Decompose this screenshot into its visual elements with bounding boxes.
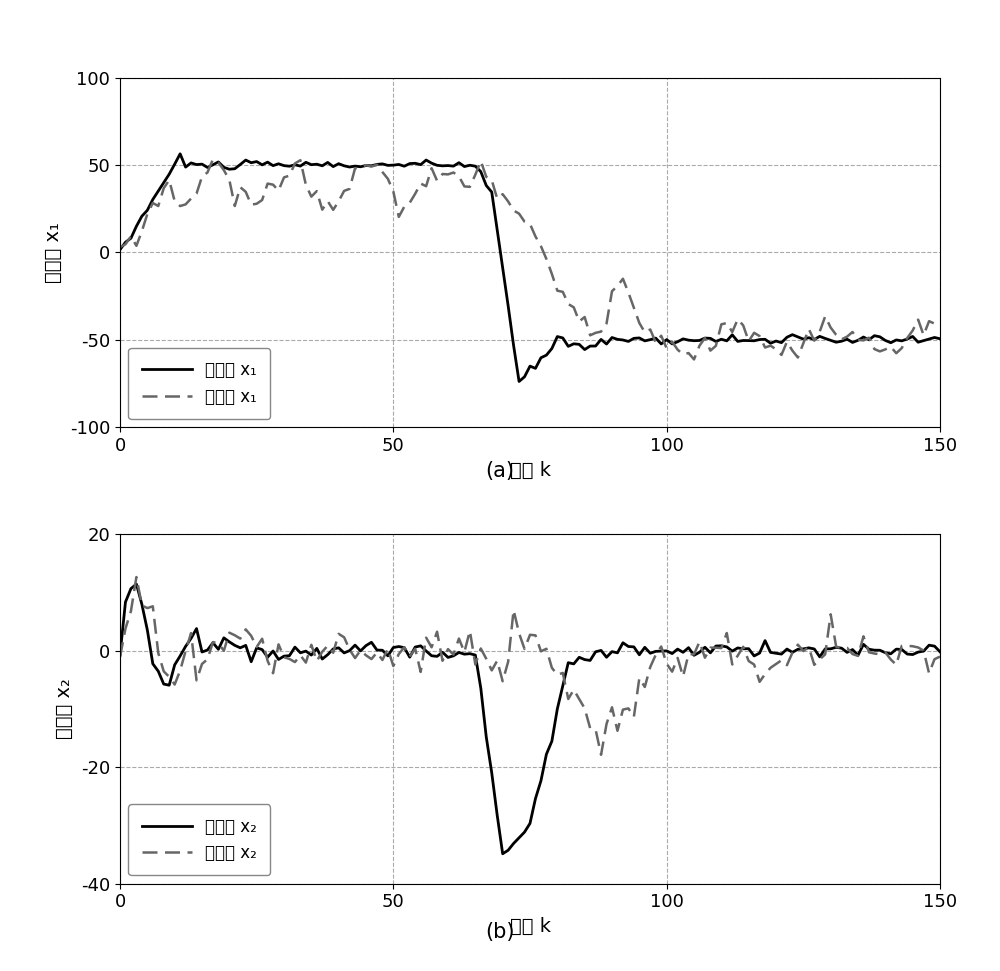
真实值 x₂ [644, 648, 656, 659]
真实值 x₂ [409, 641, 421, 653]
真实值 x₂ [130, 579, 142, 590]
真实值 x₂ [929, 640, 941, 652]
估计值 x₁ [519, 216, 531, 227]
真实值 x₂ [699, 642, 711, 653]
Line: 真实值 x₁: 真实值 x₁ [120, 153, 940, 382]
估计值 x₁ [688, 353, 700, 365]
真实值 x₁ [174, 148, 186, 159]
真实值 x₁ [929, 332, 941, 344]
估计值 x₂ [409, 643, 421, 654]
估计值 x₁ [207, 153, 219, 165]
Legend: 真实值 x₁, 估计值 x₁: 真实值 x₁, 估计值 x₁ [128, 348, 270, 419]
真实值 x₁ [409, 157, 421, 169]
估计值 x₂ [595, 749, 607, 760]
Line: 真实值 x₂: 真实值 x₂ [120, 585, 940, 854]
Line: 估计值 x₂: 估计值 x₂ [120, 577, 940, 754]
X-axis label: 时刻 k: 时刻 k [510, 460, 550, 480]
估计值 x₁ [409, 188, 421, 200]
真实值 x₁ [622, 336, 634, 348]
估计值 x₁ [639, 326, 651, 338]
真实值 x₁ [114, 244, 126, 255]
Y-axis label: 状态值 x₂: 状态值 x₂ [55, 679, 74, 739]
估计值 x₂ [699, 652, 711, 663]
真实值 x₁ [934, 333, 946, 345]
Line: 估计值 x₁: 估计值 x₁ [120, 159, 940, 359]
估计值 x₂ [130, 571, 142, 583]
估计值 x₂ [644, 661, 656, 673]
真实值 x₁ [699, 332, 711, 344]
估计值 x₂ [929, 653, 941, 665]
估计值 x₁ [934, 320, 946, 332]
估计值 x₁ [699, 332, 711, 344]
Text: (a): (a) [486, 461, 514, 481]
真实值 x₂ [934, 646, 946, 657]
估计值 x₁ [114, 241, 126, 252]
真实值 x₂ [622, 641, 634, 653]
Y-axis label: 状态值 x₁: 状态值 x₁ [44, 222, 63, 283]
真实值 x₂ [524, 818, 536, 829]
估计值 x₂ [622, 703, 634, 715]
真实值 x₁ [513, 376, 525, 387]
估计值 x₁ [617, 273, 629, 285]
真实值 x₂ [114, 650, 126, 661]
X-axis label: 时刻 k: 时刻 k [510, 917, 550, 936]
估计值 x₁ [929, 318, 941, 329]
Text: (b): (b) [485, 922, 515, 942]
真实值 x₁ [524, 360, 536, 372]
真实值 x₂ [497, 848, 509, 859]
真实值 x₁ [644, 334, 656, 346]
估计值 x₂ [519, 643, 531, 654]
估计值 x₂ [934, 651, 946, 662]
估计值 x₂ [114, 652, 126, 663]
Legend: 真实值 x₂, 估计值 x₂: 真实值 x₂, 估计值 x₂ [128, 804, 270, 875]
